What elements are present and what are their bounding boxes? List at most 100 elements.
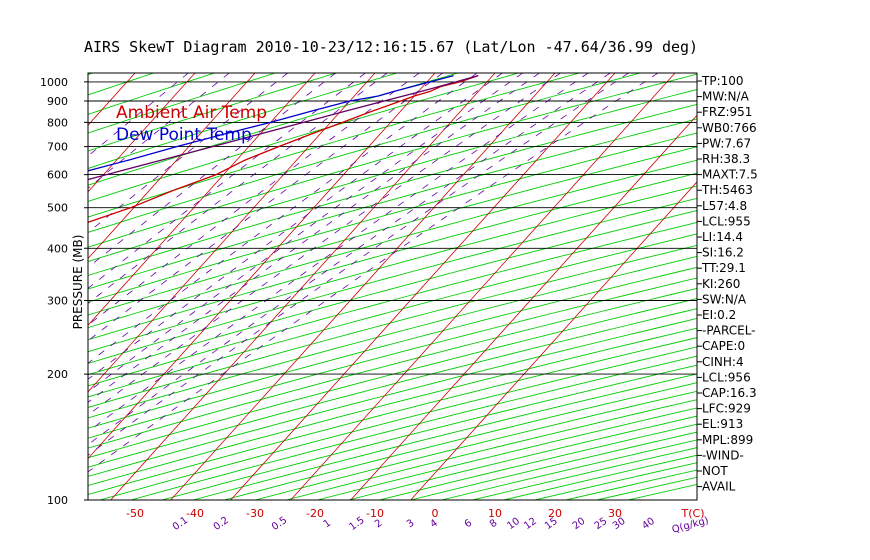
mixing-ratio-line: [88, 73, 561, 416]
pressure-tick-label: 1000: [40, 76, 68, 89]
pressure-tick-label: 500: [47, 202, 68, 215]
mixing-ratio-line: [88, 73, 659, 473]
dry-adiabat-line: [348, 415, 697, 500]
dry-adiabat-line: [88, 308, 697, 468]
dry-adiabat-line: [0, 73, 32, 500]
isotherm-line: [88, 73, 136, 126]
dry-adiabat-line: [88, 185, 697, 353]
index-value: MAXT:7.5: [702, 168, 758, 182]
dry-adiabat-line: [88, 73, 337, 152]
bottom-temp-tick-label: 30: [608, 507, 622, 520]
isotherm-line: [88, 73, 196, 193]
isotherm-line: [350, 114, 697, 500]
index-value: RH:38.3: [702, 152, 750, 166]
dry-adiabat-line: [88, 266, 697, 429]
mixing-ratio-line: [88, 73, 230, 189]
dry-adiabat-line: [88, 221, 697, 387]
dry-adiabat-line: [88, 73, 580, 218]
mixing-ratio-line: [88, 73, 443, 342]
mixing-ratio-line: [88, 73, 388, 305]
mixing-ratio-line: [88, 73, 589, 433]
isotherm-line: [88, 73, 376, 393]
dry-adiabat-line: [255, 390, 697, 500]
mixing-ratio-tick-label: 10: [505, 516, 522, 532]
dry-adiabat-grid: [0, 73, 697, 500]
index-value: AVAIL: [702, 480, 736, 494]
mixing-ratio-tick-label: 4: [428, 518, 440, 531]
isotherm-line: [0, 73, 15, 500]
index-value: -WIND-: [702, 448, 744, 462]
dry-adiabat-line: [410, 431, 697, 500]
dry-adiabat-line: [441, 439, 697, 500]
index-value: TP:100: [701, 74, 744, 88]
index-value: LCL:956: [702, 370, 751, 384]
dry-adiabat-line: [88, 298, 697, 459]
mixing-ratio-tick-label: 0.2: [212, 515, 231, 533]
dry-adiabat-line: [88, 73, 215, 115]
mixing-ratio-tick-label: 3: [405, 518, 417, 531]
index-value: LCL:955: [702, 214, 751, 228]
dry-adiabat-line: [88, 255, 697, 419]
dry-adiabat-line: [88, 172, 697, 341]
dry-adiabat-line: [88, 118, 697, 290]
pressure-tick-label: 600: [47, 169, 68, 182]
index-value: TT:29.1: [701, 261, 746, 275]
mixing-ratio-tick-label: 6: [463, 518, 475, 531]
isotherm-line: [410, 181, 697, 500]
plot-frame: [87, 72, 698, 501]
isotherm-line: [110, 73, 496, 500]
pressure-tick-label: 700: [47, 141, 68, 154]
isotherm-line: [290, 73, 676, 500]
index-value: TH:5463: [701, 183, 753, 197]
index-value: KI:260: [702, 277, 740, 291]
dry-adiabat-line: [223, 382, 697, 500]
bottom-temp-tick-label: 20: [548, 507, 562, 520]
index-value: CAPE:0: [702, 339, 745, 353]
isotherm-line: [170, 73, 556, 500]
mixing-ratio-line: [88, 73, 503, 380]
isotherm-line: [88, 73, 256, 260]
index-value: NOT: [702, 464, 728, 478]
pressure-tick-label: 900: [47, 95, 68, 108]
dry-adiabat-line: [88, 73, 519, 202]
pressure-tick-label: 400: [47, 242, 68, 255]
mixing-ratio-tick-label: 25: [593, 516, 610, 532]
dewpoint-temp-line: [88, 74, 454, 172]
dry-adiabat-line: [88, 277, 697, 439]
pressure-tick-label: 200: [47, 368, 68, 381]
index-value: WB0:766: [702, 121, 757, 135]
bottom-temp-tick-label: -40: [186, 507, 204, 520]
index-value: MW:N/A: [702, 90, 750, 104]
mixing-ratio-tick-label: 0.5: [270, 515, 289, 533]
legend-dewpoint: Dew Point Temp: [116, 125, 252, 145]
pressure-axis: 100 200 300 400 500 600 700 800 900 1000: [40, 76, 88, 507]
dry-adiabat-line: [88, 73, 276, 134]
index-value: SI:16.2: [702, 246, 744, 260]
index-value: CINH:4: [702, 355, 744, 369]
dry-adiabat-line: [88, 318, 697, 477]
bottom-temp-tick-label: -10: [366, 507, 384, 520]
index-value: EL:913: [702, 417, 743, 431]
pressure-tick-label: 300: [47, 294, 68, 307]
index-value: LI:14.4: [702, 230, 743, 244]
bottom-temp-tick-label: -20: [306, 507, 324, 520]
mixing-ratio-line: [88, 73, 336, 268]
ambient-temp-line: [88, 74, 479, 223]
temperature-unit-label: T(C): [681, 507, 705, 520]
bottom-temp-tick-label: -50: [126, 507, 144, 520]
dry-adiabat-line: [88, 73, 697, 248]
index-value: PW:7.67: [702, 136, 751, 150]
mixing-ratio-tick-label: 1.5: [347, 515, 366, 533]
dry-adiabat-line: [88, 159, 697, 329]
dry-adiabat-line: [503, 454, 697, 500]
parcel-path-line: [88, 74, 479, 181]
bottom-temp-tick-label: -30: [246, 507, 264, 520]
dry-adiabat-line: [88, 244, 697, 408]
index-value: EI:0.2: [702, 308, 736, 322]
dry-adiabat-line: [88, 89, 697, 262]
mixing-ratio-grid: [88, 73, 659, 473]
isotherm-line: [230, 73, 616, 500]
mixing-ratio-tick-label: 2: [373, 518, 385, 531]
